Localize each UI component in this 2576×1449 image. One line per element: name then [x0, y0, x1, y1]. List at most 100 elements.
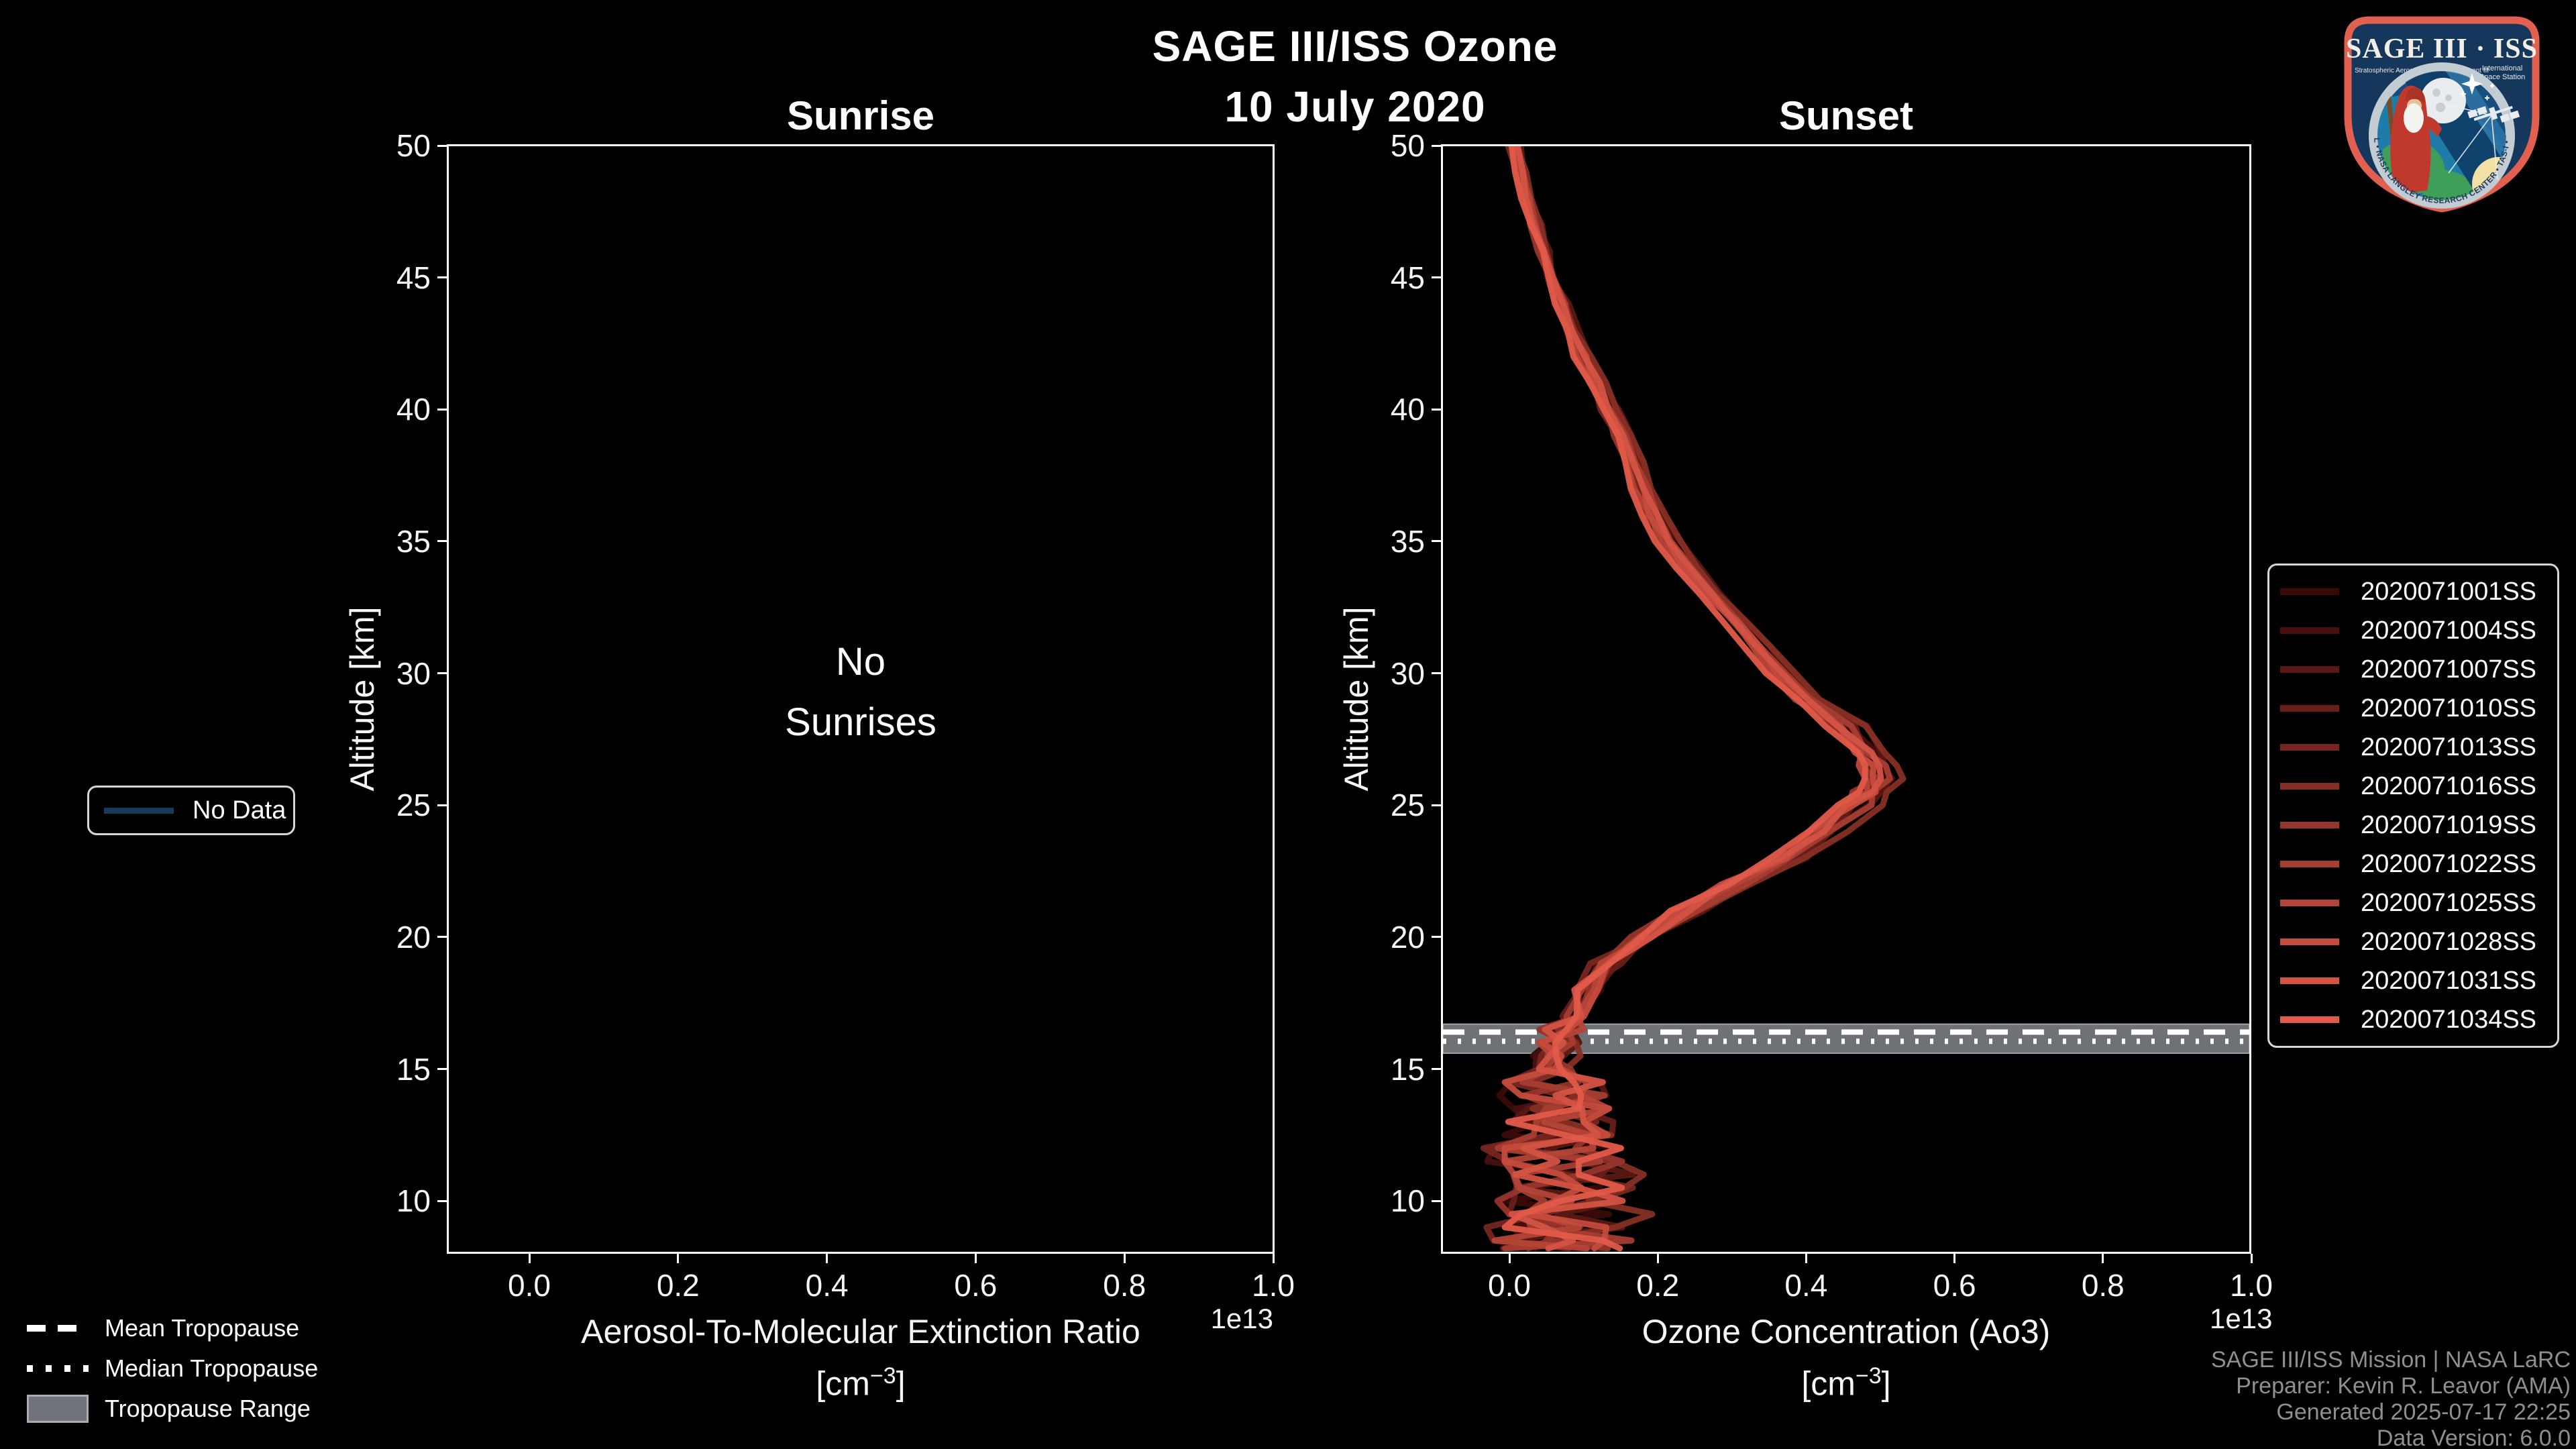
- legend-event-id: 2020071034SS: [2361, 1005, 2537, 1034]
- sunset-curves-svg: [1443, 146, 2249, 1252]
- sunset-xtick-mark: [1656, 1254, 1659, 1263]
- legend-event-id: 2020071010SS: [2361, 694, 2537, 722]
- legend-line-swatch: [2280, 1016, 2339, 1023]
- logo-iss: [2467, 105, 2520, 123]
- sunrise-xtick-mark: [677, 1254, 680, 1263]
- legend-line-swatch: [2280, 822, 2339, 828]
- legend-line-swatch: [2280, 666, 2339, 673]
- sunset-ytick-label: 35: [1390, 523, 1425, 559]
- legend-line-swatch: [2280, 900, 2339, 906]
- sunset-plot-area: [1441, 144, 2251, 1254]
- legend-line-swatch: [2280, 861, 2339, 867]
- legend-item-2020071007SS: 2020071007SS: [2269, 650, 2557, 689]
- sunrise-xtick-mark: [1272, 1254, 1275, 1263]
- legend-event-id: 2020071016SS: [2361, 771, 2537, 800]
- legend-line-swatch: [2280, 977, 2339, 984]
- sunset-ytick-mark: [1432, 672, 1441, 675]
- legend-item-2020071010SS: 2020071010SS: [2269, 689, 2557, 728]
- sunset-ytick-label: 20: [1390, 919, 1425, 955]
- mean-tropopause-label: Mean Tropopause: [105, 1314, 300, 1342]
- no-sunrises-line2: Sunrises: [785, 700, 936, 744]
- sunrise-ytick-mark: [437, 1199, 447, 1202]
- credits-block: SAGE III/ISS Mission | NASA LaRC Prepare…: [2211, 1347, 2571, 1449]
- sunset-xtick-label: 1.0: [2230, 1268, 2273, 1303]
- sunrise-xtick-label: 0.4: [805, 1268, 849, 1303]
- sunrise-ytick-label: 35: [396, 523, 431, 559]
- sunset-xtick-label: 0.8: [2081, 1268, 2125, 1303]
- legend-line-swatch: [2280, 588, 2339, 595]
- sunrise-ytick-label: 40: [396, 392, 431, 427]
- sunrise-xtick-label: 1.0: [1252, 1268, 1295, 1303]
- sunrise-ytick-label: 30: [396, 655, 431, 691]
- legend-event-id: 2020071031SS: [2361, 966, 2537, 995]
- sunset-ytick-label: 30: [1390, 655, 1425, 691]
- median-tropopause-legend-item: Median Tropopause: [27, 1348, 318, 1389]
- tropopause-legend: Mean Tropopause Median Tropopause Tropop…: [27, 1308, 318, 1429]
- legend-item-2020071034SS: 2020071034SS: [2269, 1000, 2557, 1039]
- legend-event-id: 2020071022SS: [2361, 849, 2537, 878]
- sunrise-ytick-mark: [437, 1068, 447, 1071]
- legend-line-swatch: [2280, 783, 2339, 790]
- legend-line-swatch: [2280, 627, 2339, 634]
- logo-title: SAGE III · ISS: [2346, 34, 2538, 64]
- legend-item-2020071025SS: 2020071025SS: [2269, 883, 2557, 922]
- tropopause-range-label: Tropopause Range: [105, 1395, 311, 1422]
- sunset-ytick-label: 25: [1390, 788, 1425, 823]
- legend-item-2020071004SS: 2020071004SS: [2269, 611, 2557, 650]
- no-sunrises-line1: No: [835, 640, 886, 684]
- sunset-xtick-label: 0.6: [1933, 1268, 1976, 1303]
- sunset-ytick-label: 45: [1390, 260, 1425, 295]
- sunrise-xtick-mark: [528, 1254, 531, 1263]
- sunrise-ytick-label: 10: [396, 1183, 431, 1219]
- legend-event-id: 2020071028SS: [2361, 927, 2537, 956]
- sunrise-ytick-label: 25: [396, 788, 431, 823]
- sunrise-panel-title: Sunrise: [786, 93, 935, 138]
- logo-intl-line2: Space Station: [2479, 73, 2526, 81]
- logo-beard: [2404, 103, 2424, 133]
- sunset-xtick-label: 0.0: [1488, 1268, 1531, 1303]
- sunset-ytick-mark: [1432, 804, 1441, 806]
- sunrise-ytick-label: 15: [396, 1051, 431, 1087]
- legend-item-2020071001SS: 2020071001SS: [2269, 572, 2557, 611]
- sunset-event-legend: 2020071001SS 2020071004SS 2020071007SS 2020…: [2267, 564, 2559, 1048]
- no-sunrises-annotation: No Sunrises: [447, 632, 1275, 753]
- sunset-ytick-label: 10: [1390, 1183, 1425, 1219]
- legend-item-2020071016SS: 2020071016SS: [2269, 767, 2557, 806]
- mean-tropopause-dashed-swatch: [27, 1325, 89, 1332]
- legend-item-2020071022SS: 2020071022SS: [2269, 845, 2557, 883]
- legend-event-id: 2020071025SS: [2361, 888, 2537, 917]
- tropopause-range-patch-swatch: [27, 1395, 89, 1423]
- sunrise-ylabel: Altitude [km]: [343, 606, 381, 792]
- sunrise-xtick-mark: [826, 1254, 828, 1263]
- ozone-profile-2020071004SS: [1484, 146, 1896, 1252]
- median-tropopause-label: Median Tropopause: [105, 1354, 319, 1382]
- sunset-ytick-label: 50: [1390, 128, 1425, 163]
- logo-sight-lines: [2447, 104, 2498, 180]
- page-title: SAGE III/ISS Ozone: [1152, 22, 1558, 70]
- legend-line-swatch: [2280, 744, 2339, 751]
- sunrise-ytick-label: 50: [396, 128, 431, 163]
- credit-preparer: Preparer: Kevin R. Leavor (AMA): [2236, 1373, 2571, 1399]
- no-data-legend: No Data: [87, 786, 295, 835]
- sunrise-scale-offset: 1e13: [1210, 1303, 1273, 1334]
- sunset-ytick-mark: [1432, 408, 1441, 411]
- sunset-xtick-mark: [1953, 1254, 1956, 1263]
- sunset-xlabel: Ozone Concentration (Ao3): [1642, 1313, 2051, 1350]
- sunset-xtick-label: 0.2: [1636, 1268, 1680, 1303]
- logo-moon: [2420, 78, 2466, 123]
- credit-data-version: Data Version: 6.0.0: [2376, 1426, 2571, 1449]
- sunset-units-suffix: ]: [1881, 1364, 1891, 1403]
- median-tropopause-dotted-swatch: [27, 1365, 89, 1372]
- sunrise-xtick-label: 0.0: [508, 1268, 551, 1303]
- sunrise-xtick-label: 0.8: [1103, 1268, 1146, 1303]
- ozone-profile-2020071034SS: [1501, 146, 1868, 1252]
- sunset-xtick-mark: [1508, 1254, 1511, 1263]
- sunrise-ytick-mark: [437, 804, 447, 806]
- page-date: 10 July 2020: [1224, 83, 1486, 131]
- credit-generated: Generated 2025-07-17 22:25: [2276, 1399, 2571, 1425]
- sunset-ytick-mark: [1432, 276, 1441, 279]
- legend-item-2020071031SS: 2020071031SS: [2269, 961, 2557, 1000]
- sunrise-units-suffix: ]: [896, 1364, 906, 1403]
- sunrise-plot-area: [447, 144, 1275, 1254]
